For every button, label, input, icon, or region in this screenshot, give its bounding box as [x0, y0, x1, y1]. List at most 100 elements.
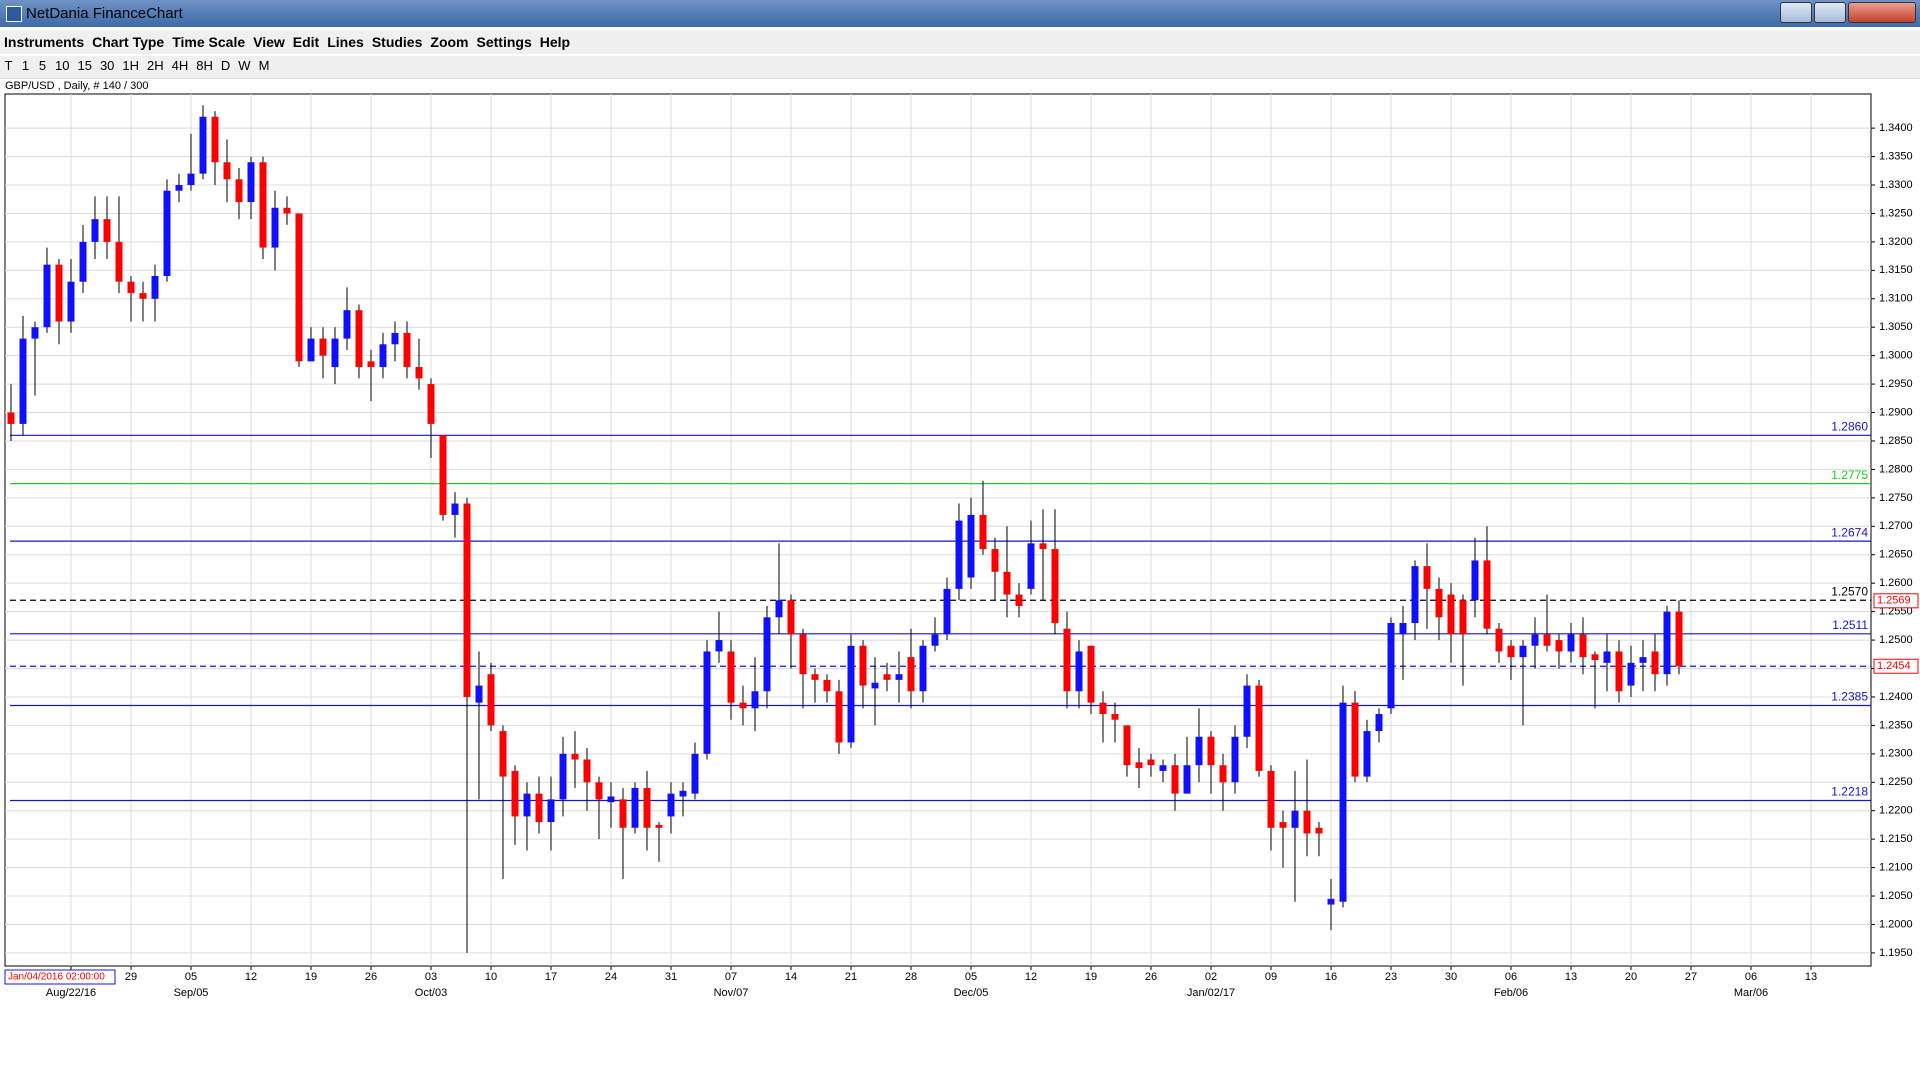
symbol-info: GBP/USD , Daily, # 140 / 300 — [5, 80, 148, 92]
candle-body — [127, 281, 135, 294]
menu-item[interactable]: Zoom — [430, 34, 469, 50]
menu-item[interactable]: Studies — [371, 34, 423, 50]
candle-body — [1243, 685, 1251, 737]
candle-body — [931, 634, 939, 646]
x-month-label: Jan/02/17 — [1187, 987, 1235, 999]
candle-body — [1543, 634, 1551, 646]
menu-item[interactable]: View — [253, 34, 285, 50]
candle-body — [211, 116, 219, 163]
candle-body — [1183, 765, 1191, 794]
menu-item[interactable]: Chart Type — [92, 34, 165, 50]
candle-body — [31, 327, 39, 339]
toolbar-button[interactable]: 8H — [196, 58, 213, 73]
candle-body — [1447, 594, 1455, 635]
candle-body — [595, 782, 603, 800]
cursor-label-box — [4, 969, 116, 985]
close-button[interactable] — [1848, 2, 1916, 23]
x-tick-label: 27 — [1685, 971, 1697, 983]
y-tick-label: 1.3250 — [1879, 207, 1913, 219]
toolbar-button[interactable]: 4H — [171, 58, 189, 73]
candle-body — [343, 310, 351, 339]
toolbar-button[interactable]: M — [258, 58, 270, 73]
candle-body — [1207, 736, 1215, 766]
toolbar-button[interactable]: 1H — [122, 58, 140, 73]
candle-body — [1399, 623, 1407, 635]
toolbar-button[interactable]: W — [238, 58, 251, 73]
y-tick-label: 1.2600 — [1879, 577, 1913, 589]
app-icon — [6, 6, 22, 22]
candle-body — [1303, 810, 1311, 834]
candle-body — [1219, 765, 1227, 783]
toolbar-button[interactable]: 10 — [55, 58, 70, 73]
candle-body — [583, 759, 591, 783]
x-month-label: Aug/22/16 — [46, 987, 96, 999]
candle-body — [1195, 736, 1203, 766]
candle-body — [907, 657, 915, 692]
toolbar-button[interactable]: 30 — [99, 58, 115, 73]
candle-body — [991, 549, 999, 572]
candle-body — [163, 190, 171, 277]
price-line-label: 1.2385 — [1831, 690, 1868, 704]
candle-body — [1039, 543, 1047, 550]
candle-body — [523, 793, 531, 817]
candle-body — [367, 361, 375, 368]
y-tick-label: 1.2050 — [1879, 890, 1913, 902]
minimize-button[interactable] — [1780, 2, 1812, 23]
price-marker-box — [1873, 593, 1919, 609]
toolbar-button[interactable]: 5 — [38, 58, 47, 73]
y-tick-label: 1.1950 — [1879, 947, 1913, 959]
x-tick-label: 13 — [1565, 971, 1577, 983]
y-tick-label: 1.3150 — [1879, 264, 1913, 276]
menu-item[interactable]: Lines — [327, 34, 364, 50]
toolbar-button[interactable]: 2H — [147, 58, 164, 73]
toolbar-button[interactable]: 15 — [77, 58, 92, 73]
candle-body — [943, 588, 951, 635]
x-month-label: Dec/05 — [954, 987, 989, 999]
candle-body — [223, 162, 231, 180]
candle-body — [1063, 628, 1071, 692]
menu-item[interactable]: Help — [539, 34, 571, 50]
candle-body — [883, 674, 891, 680]
candle-body — [835, 691, 843, 743]
candle-body — [967, 514, 975, 578]
y-tick-label: 1.2750 — [1879, 492, 1913, 504]
toolbar-button[interactable]: T — [4, 58, 13, 73]
candle-body — [1483, 560, 1491, 629]
y-tick-label: 1.2100 — [1879, 862, 1913, 874]
x-tick-label: 05 — [965, 971, 977, 983]
candle-body — [1435, 588, 1443, 618]
x-tick-label: 06 — [1745, 971, 1757, 983]
candle-body — [175, 185, 183, 191]
x-tick-label: 09 — [1265, 971, 1277, 983]
menu-item[interactable]: Settings — [476, 34, 532, 50]
y-tick-label: 1.2550 — [1879, 606, 1913, 618]
toolbar-button[interactable]: 1 — [21, 58, 30, 73]
candle-body — [1339, 702, 1347, 902]
y-tick-label: 1.2000 — [1879, 918, 1913, 930]
toolbar-button[interactable]: D — [220, 58, 231, 73]
menu-item[interactable]: Time Scale — [172, 34, 246, 50]
candle-body — [823, 679, 831, 692]
candle-body — [91, 219, 99, 242]
maximize-button[interactable] — [1814, 2, 1846, 23]
menu-item[interactable]: Edit — [292, 34, 320, 50]
candle-body — [547, 799, 555, 823]
x-tick-label: 19 — [1085, 971, 1097, 983]
candle-body — [847, 645, 855, 743]
candle-body — [247, 162, 255, 203]
y-tick-label: 1.3050 — [1879, 321, 1913, 333]
y-tick-label: 1.3000 — [1879, 350, 1913, 362]
menu-item[interactable]: Instruments — [4, 34, 85, 50]
candle-body — [703, 651, 711, 754]
candle-body — [1003, 571, 1011, 595]
candle-body — [67, 281, 75, 322]
x-tick-label: 03 — [425, 971, 437, 983]
candle-body — [187, 173, 195, 186]
x-tick-label: 26 — [1145, 971, 1157, 983]
candle-body — [739, 702, 747, 709]
candle-body — [1147, 759, 1155, 766]
candle-body — [571, 753, 579, 760]
candle-body — [1255, 685, 1263, 771]
candle-body — [487, 674, 495, 726]
